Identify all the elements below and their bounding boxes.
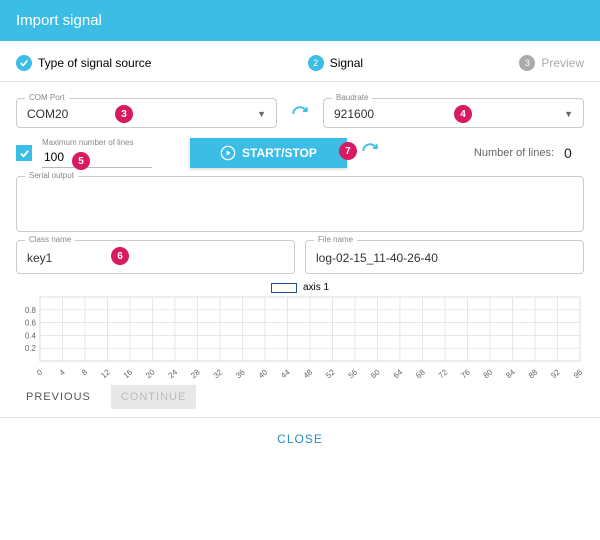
hotspot-6: 6	[111, 247, 129, 265]
svg-text:88: 88	[527, 367, 540, 379]
field-label: COM Port	[25, 93, 69, 102]
close-button[interactable]: CLOSE	[277, 432, 323, 446]
refresh-ports-button[interactable]	[287, 105, 313, 128]
filename-input[interactable]	[316, 251, 573, 265]
maxlines-input[interactable]	[42, 147, 152, 168]
classname-input[interactable]	[27, 251, 284, 265]
step-number-icon: 3	[519, 55, 535, 71]
hotspot-3: 3	[115, 105, 133, 123]
start-stop-button[interactable]: START/STOP 7	[190, 138, 347, 168]
step-signal[interactable]: 2 Signal	[308, 55, 363, 71]
svg-text:0.6: 0.6	[25, 319, 37, 328]
svg-text:28: 28	[189, 367, 202, 379]
legend-swatch	[271, 283, 297, 293]
step-number-icon: 2	[308, 55, 324, 71]
chevron-down-icon: ▼	[564, 109, 573, 119]
hotspot-5: 5	[72, 152, 90, 170]
com-port-field[interactable]: COM Port COM20 ▼ 3	[16, 98, 277, 128]
step-source[interactable]: Type of signal source	[16, 55, 151, 71]
step-label: Type of signal source	[38, 56, 151, 70]
chevron-down-icon: ▼	[257, 109, 266, 119]
step-label: Signal	[330, 56, 363, 70]
svg-text:64: 64	[392, 367, 405, 379]
com-port-value: COM20	[27, 107, 68, 121]
baudrate-field[interactable]: Baudrate 921600 ▼ 4	[323, 98, 584, 128]
svg-text:44: 44	[279, 367, 292, 379]
chart-legend: axis 1	[16, 282, 584, 293]
continue-button: CONTINUE	[111, 385, 196, 409]
field-label: Serial output	[25, 171, 78, 180]
svg-text:0.4: 0.4	[25, 331, 37, 340]
refresh-output-button[interactable]	[357, 142, 383, 165]
classname-field: Class name 6	[16, 240, 295, 274]
field-label: Class name	[25, 235, 75, 244]
com-port-select[interactable]: COM20 ▼	[27, 107, 266, 121]
svg-text:4: 4	[58, 367, 68, 377]
field-label: Baudrate	[332, 93, 372, 102]
maxlines-checkbox[interactable]	[16, 145, 32, 161]
chart-area: 0.80.60.40.20481216202428323640444852566…	[16, 295, 584, 379]
svg-text:0.2: 0.2	[25, 344, 37, 353]
svg-text:16: 16	[122, 367, 135, 379]
baudrate-value: 921600	[334, 107, 374, 121]
maxlines-field: Maximum number of lines 5	[42, 138, 152, 168]
step-label: Preview	[541, 56, 584, 70]
dialog-header: Import signal	[0, 0, 600, 41]
stepper: Type of signal source 2 Signal 3 Preview	[0, 41, 600, 82]
legend-label: axis 1	[303, 282, 329, 293]
svg-text:52: 52	[324, 367, 337, 379]
svg-text:84: 84	[504, 367, 517, 379]
field-label: Maximum number of lines	[42, 138, 152, 147]
svg-text:96: 96	[572, 367, 584, 379]
svg-text:20: 20	[144, 367, 157, 379]
svg-text:80: 80	[482, 367, 495, 379]
svg-text:40: 40	[257, 367, 270, 379]
svg-text:0.8: 0.8	[25, 306, 37, 315]
numlines-label: Number of lines:	[474, 147, 554, 159]
svg-text:72: 72	[437, 367, 450, 379]
svg-text:76: 76	[459, 367, 472, 379]
svg-text:8: 8	[80, 367, 90, 377]
svg-text:24: 24	[167, 367, 180, 379]
dialog-title: Import signal	[16, 12, 102, 29]
step-preview[interactable]: 3 Preview	[519, 55, 584, 71]
button-label: START/STOP	[242, 146, 317, 160]
serial-output-box: Serial output	[16, 176, 584, 232]
svg-text:92: 92	[549, 367, 562, 379]
svg-text:68: 68	[414, 367, 427, 379]
hotspot-4: 4	[454, 105, 472, 123]
numlines-value: 0	[564, 145, 584, 161]
svg-text:0: 0	[35, 367, 45, 377]
svg-text:56: 56	[347, 367, 360, 379]
previous-button[interactable]: PREVIOUS	[16, 385, 101, 409]
hotspot-7: 7	[339, 142, 357, 160]
dialog-footer: CLOSE	[0, 417, 600, 460]
check-icon	[16, 55, 32, 71]
svg-text:48: 48	[302, 367, 315, 379]
field-label: File name	[314, 235, 357, 244]
svg-text:32: 32	[212, 367, 225, 379]
svg-text:36: 36	[234, 367, 247, 379]
filename-field: File name	[305, 240, 584, 274]
svg-text:60: 60	[369, 367, 382, 379]
svg-text:12: 12	[99, 367, 112, 379]
play-icon	[220, 145, 236, 161]
